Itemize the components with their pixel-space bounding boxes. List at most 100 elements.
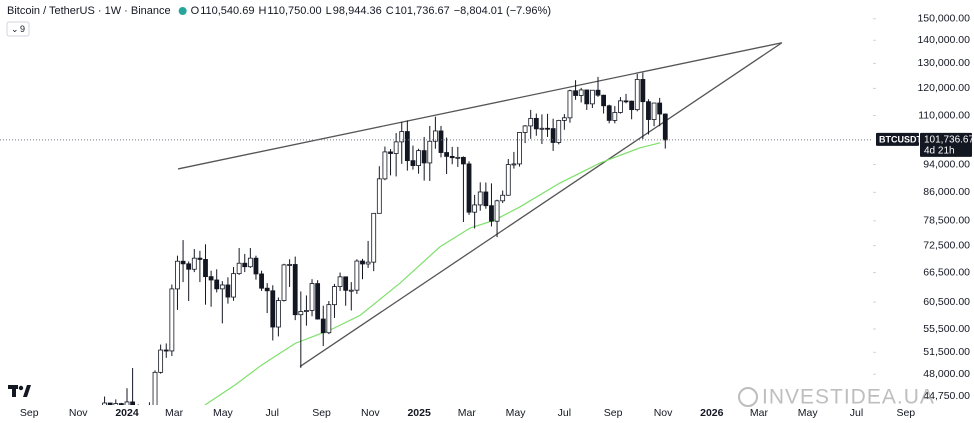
candle-body (662, 113, 668, 141)
price-box (920, 132, 972, 157)
candle-body (298, 311, 304, 316)
candle-body (309, 283, 315, 311)
x-tick-label: Mar (750, 407, 769, 419)
candle-body (657, 102, 663, 115)
candle-body (236, 262, 242, 275)
candle-body (191, 257, 197, 270)
status-dot (178, 7, 187, 15)
candle-body (147, 412, 151, 416)
legend-key: H (258, 5, 266, 17)
candle-body (410, 160, 416, 166)
candle-body (489, 205, 494, 222)
candle-body (584, 89, 590, 105)
candle-body (517, 132, 522, 165)
candle-body (399, 131, 405, 143)
candle-body (595, 89, 601, 96)
candle-body (466, 163, 472, 213)
symbol-box (876, 132, 919, 146)
candle-body (438, 130, 444, 153)
candle-body (102, 402, 107, 405)
candle-body (556, 120, 562, 143)
candle-body (455, 156, 461, 159)
y-tick-label: 86,000.00 (923, 186, 970, 198)
y-tick-label: 66,500.00 (923, 266, 970, 278)
x-tick-label: 2024 (115, 407, 139, 419)
candle-body (326, 304, 332, 334)
x-tick-label: May (798, 407, 819, 419)
candle-body (494, 200, 500, 222)
candle-body (292, 264, 298, 316)
candle-body (270, 290, 276, 328)
candle-body (404, 131, 410, 162)
candle-body (461, 156, 466, 165)
candle-body (449, 155, 455, 159)
candle-body (259, 273, 264, 289)
candle-body (388, 151, 393, 154)
legend-value: 110,750.00 (267, 5, 321, 17)
x-tick-label: Jul (850, 407, 863, 419)
moving-average (204, 142, 661, 405)
header: Bitcoin / TetherUS · 1W · Binance O 110,54… (7, 5, 551, 17)
candle-body (264, 287, 270, 292)
candle-body (618, 100, 623, 113)
candle-body (601, 94, 606, 107)
candle-body (416, 150, 421, 166)
candle-body (337, 276, 343, 287)
y-tick-label: 55,500.00 (923, 323, 970, 335)
candle-body (651, 102, 657, 120)
candle-body (640, 79, 646, 103)
candle-body (214, 279, 220, 290)
candle-body (528, 117, 534, 127)
candle-body (567, 90, 573, 119)
y-tick-label: 78,500.00 (923, 215, 970, 227)
candle-body (275, 300, 281, 328)
candle-body (180, 260, 186, 265)
candle-body (186, 263, 192, 270)
candle-body (175, 260, 180, 290)
x-tick-label: Mar (165, 407, 184, 419)
candle-body (500, 194, 506, 202)
candle-body (118, 403, 124, 405)
watermark: INVESTIDEA.UA (738, 386, 935, 409)
y-tick-label: 94,000.00 (923, 158, 970, 170)
y-tick-label: 48,000.00 (923, 368, 970, 380)
candle-body (113, 403, 119, 405)
y-tick-label: 140,000.00 (917, 34, 970, 46)
candle-body (522, 125, 528, 133)
x-tick-label: 2026 (700, 407, 724, 419)
candle-body (421, 150, 427, 164)
candle-body (360, 260, 365, 265)
x-tick-label: Sep (896, 407, 915, 419)
candle-body (354, 260, 360, 291)
candle-body (612, 112, 618, 121)
title: Bitcoin / TetherUS · 1W · Binance (7, 5, 171, 17)
candle-body (393, 141, 399, 154)
price-countdown: 4d 21h (924, 146, 955, 157)
candle-body (281, 264, 287, 301)
candle-body (561, 117, 567, 121)
candle-body (348, 289, 354, 292)
candle-body (203, 259, 208, 278)
candle-body (376, 178, 382, 214)
candle-body (505, 164, 511, 196)
watermark-text: INVESTIDEA.UA (762, 386, 935, 409)
legend-value: 101,736.67 (395, 5, 450, 17)
candle-body (427, 140, 433, 164)
candle-body (444, 152, 450, 157)
y-tick-label: 120,000.00 (917, 82, 970, 94)
candle-body (477, 191, 483, 206)
candle-body (242, 262, 248, 268)
x-tick-label: Sep (312, 407, 331, 419)
x-tick-label: May (213, 407, 234, 419)
plot-area (102, 42, 783, 416)
indicator-box[interactable] (6, 21, 30, 37)
x-tick-label: Nov (654, 407, 673, 419)
y-tick-label: 130,000.00 (917, 57, 970, 69)
candle-body (130, 401, 136, 405)
price-value: 101,736.67 (924, 135, 974, 146)
candle-body (472, 204, 478, 213)
x-tick-label: Nov (361, 407, 380, 419)
candle-body (124, 401, 130, 405)
